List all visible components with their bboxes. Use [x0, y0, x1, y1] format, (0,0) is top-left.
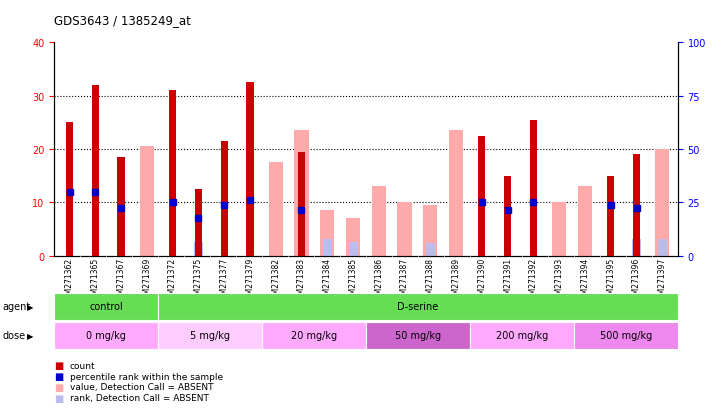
Bar: [607, 176, 614, 256]
Bar: [194, 242, 203, 256]
Bar: [298, 152, 305, 256]
Bar: [118, 158, 125, 256]
Bar: [320, 211, 335, 256]
Bar: [504, 176, 511, 256]
Text: agent: agent: [2, 301, 30, 312]
Bar: [66, 123, 73, 256]
Text: 200 mg/kg: 200 mg/kg: [496, 330, 548, 341]
Bar: [294, 131, 309, 256]
Text: 0 mg/kg: 0 mg/kg: [86, 330, 126, 341]
Text: 20 mg/kg: 20 mg/kg: [291, 330, 337, 341]
Text: rank, Detection Call = ABSENT: rank, Detection Call = ABSENT: [70, 393, 209, 402]
Text: ■: ■: [54, 371, 63, 381]
Bar: [658, 239, 667, 256]
Text: control: control: [89, 301, 123, 312]
Bar: [372, 187, 386, 256]
Bar: [470, 322, 574, 349]
Bar: [449, 131, 463, 256]
Text: ▶: ▶: [27, 331, 34, 340]
Text: 500 mg/kg: 500 mg/kg: [600, 330, 652, 341]
Bar: [195, 190, 202, 256]
Bar: [530, 121, 537, 256]
Text: percentile rank within the sample: percentile rank within the sample: [70, 372, 223, 381]
Bar: [262, 322, 366, 349]
Bar: [478, 136, 485, 256]
Bar: [269, 163, 283, 256]
Text: ▶: ▶: [27, 302, 34, 311]
Bar: [655, 150, 669, 256]
Text: count: count: [70, 361, 96, 370]
Bar: [92, 86, 99, 256]
Bar: [247, 83, 254, 256]
Bar: [426, 243, 435, 256]
Text: ■: ■: [54, 361, 63, 370]
Bar: [346, 219, 360, 256]
Bar: [552, 203, 566, 256]
Text: ■: ■: [54, 393, 63, 403]
Bar: [348, 242, 358, 256]
Bar: [221, 142, 228, 256]
Bar: [366, 322, 470, 349]
Bar: [169, 91, 176, 256]
Bar: [323, 239, 332, 256]
Bar: [574, 322, 678, 349]
Text: 5 mg/kg: 5 mg/kg: [190, 330, 230, 341]
Text: D-serine: D-serine: [397, 301, 438, 312]
Bar: [397, 203, 412, 256]
Bar: [578, 187, 592, 256]
Text: 50 mg/kg: 50 mg/kg: [395, 330, 441, 341]
Text: dose: dose: [2, 330, 25, 341]
Bar: [632, 239, 641, 256]
Bar: [140, 147, 154, 256]
Text: value, Detection Call = ABSENT: value, Detection Call = ABSENT: [70, 382, 213, 392]
Text: GDS3643 / 1385249_at: GDS3643 / 1385249_at: [54, 14, 191, 27]
Bar: [633, 155, 640, 256]
Bar: [54, 322, 158, 349]
Bar: [54, 293, 158, 320]
Bar: [423, 206, 438, 256]
Bar: [158, 322, 262, 349]
Bar: [158, 293, 678, 320]
Text: ■: ■: [54, 382, 63, 392]
